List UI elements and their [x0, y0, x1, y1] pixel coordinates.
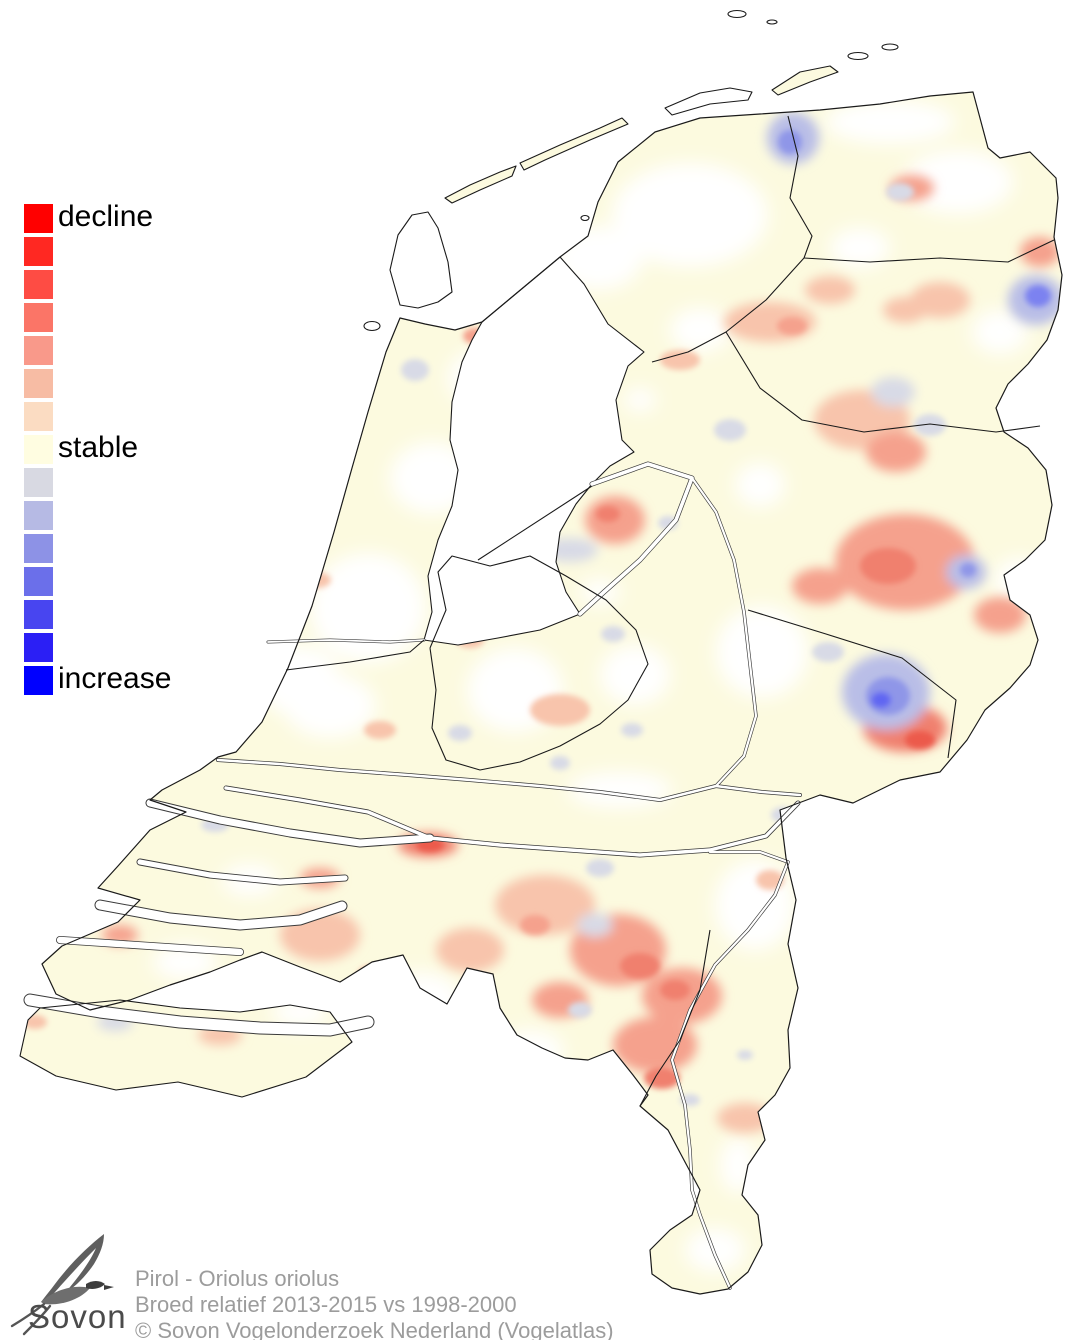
trend-blob: [448, 725, 472, 741]
trend-blob: [601, 626, 625, 642]
nodata-patch: [284, 674, 376, 738]
trend-blob: [871, 692, 891, 708]
legend-swatch: [24, 336, 53, 365]
legend-swatch: [24, 303, 53, 332]
trend-blob: [401, 359, 429, 381]
nodata-patch: [624, 388, 656, 412]
nodata-patch: [716, 606, 808, 698]
nodata-patch: [685, 1228, 745, 1272]
trend-blob: [495, 875, 595, 935]
trend-blob: [621, 723, 643, 737]
trend-blob: [660, 350, 700, 370]
trend-blob: [530, 694, 590, 726]
trend-blob: [520, 915, 550, 935]
nodata-patch: [600, 645, 670, 705]
legend-swatch: [24, 435, 53, 464]
trend-blob: [777, 317, 807, 335]
trend-blob: [860, 548, 916, 584]
trend-blob: [644, 1067, 680, 1089]
legend-swatch: [24, 402, 53, 431]
caption-copyright: © Sovon Vogelonderzoek Nederland (Vogela…: [135, 1318, 614, 1340]
legend-label-decline: decline: [58, 200, 154, 233]
nodata-patch: [390, 442, 474, 514]
wadden-islands: [363, 9, 899, 332]
nodata-patch: [830, 228, 890, 268]
legend-swatch: [24, 369, 53, 398]
caption-period: Broed relatief 2013-2015 vs 1998-2000: [135, 1292, 517, 1317]
legend-swatch: [24, 534, 53, 563]
legend-swatch: [24, 468, 53, 497]
trend-blob: [660, 980, 690, 1000]
legend-label-increase: increase: [58, 662, 172, 695]
map-captions: Pirol - Oriolus oriolus Broed relatief 2…: [135, 1266, 614, 1340]
trend-blob: [960, 563, 976, 577]
trend-blob: [714, 419, 746, 441]
trend-blob: [905, 731, 935, 749]
sovon-wordmark: Sovon: [28, 1298, 127, 1335]
nodata-patch: [310, 553, 426, 663]
trend-blob: [883, 297, 927, 323]
trend-blob: [303, 572, 331, 588]
trend-blob: [737, 1050, 753, 1060]
country-outline: [41, 91, 1063, 1295]
nodata-patch: [994, 558, 1046, 602]
trend-blob: [364, 721, 396, 739]
nodata-patch: [735, 463, 785, 507]
legend-swatch: [24, 666, 53, 695]
trend-blob: [613, 1017, 697, 1073]
caption-species: Pirol - Oriolus oriolus: [135, 1266, 340, 1291]
trend-blob: [596, 506, 620, 522]
legend-swatch: [24, 567, 53, 596]
trend-blob: [577, 913, 613, 937]
trend-blob: [866, 432, 926, 472]
trend-blob: [871, 377, 915, 407]
trend-blob: [812, 642, 844, 662]
zeeuws-vlaanderen-outline: [19, 999, 353, 1098]
trend-blob: [1025, 285, 1051, 307]
nodata-patch: [972, 310, 1028, 354]
province-borders: [285, 115, 1055, 1107]
nodata-patch: [825, 100, 955, 144]
trend-blob: [778, 130, 802, 154]
trend-blob: [974, 597, 1026, 633]
trend-blob: [914, 414, 946, 436]
trend-blob: [620, 953, 660, 979]
trend-blob: [436, 928, 504, 972]
sovon-logo: Sovon: [8, 1232, 138, 1340]
trend-blob: [805, 276, 855, 304]
trend-blob: [886, 183, 914, 201]
legend-label-stable: stable: [58, 431, 139, 464]
trend-blob: [717, 1103, 773, 1133]
trend-blob: [550, 756, 570, 770]
nodata-patch: [720, 1137, 756, 1193]
trend-blob: [538, 1079, 582, 1101]
swallow-icon: [10, 1234, 114, 1336]
ijsselmeer-water: [423, 256, 645, 646]
legend-swatch: [24, 237, 53, 266]
trend-blob: [568, 1002, 592, 1018]
legend-swatch: [24, 633, 53, 662]
waterways: [23, 461, 802, 1290]
trend-blob: [1020, 237, 1060, 267]
legend-swatch: [24, 600, 53, 629]
trend-blob: [586, 859, 614, 877]
nodata-patch: [612, 163, 768, 267]
nodata-patch: [496, 1030, 564, 1074]
legend-swatch: [24, 501, 53, 530]
nodata-patch: [903, 150, 1013, 214]
trend-blob: [756, 870, 784, 890]
legend-swatch: [24, 204, 53, 233]
houtribdijk-line: [477, 485, 593, 561]
nodata-patch: [670, 308, 730, 352]
trend-blob: [792, 568, 848, 604]
legend-swatch: [24, 270, 53, 299]
